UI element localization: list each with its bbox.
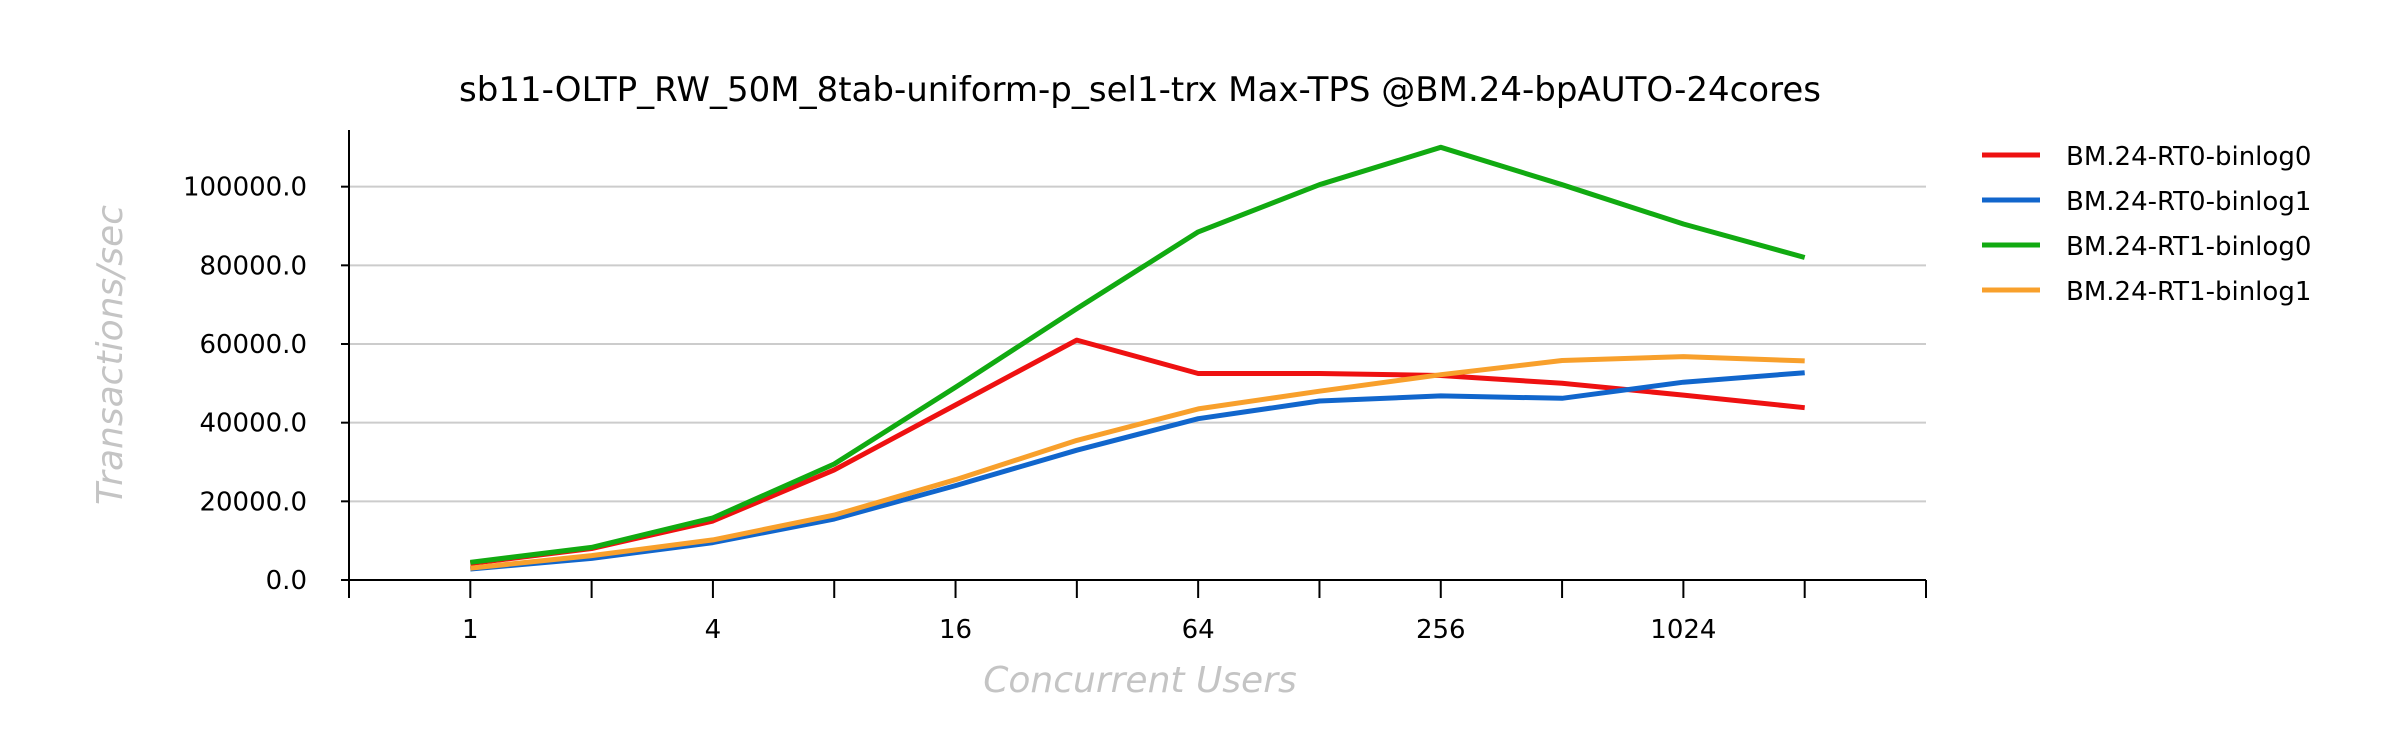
y-tick-label: 60000.0	[199, 330, 307, 360]
chart-title: sb11-OLTP_RW_50M_8tab-uniform-p_sel1-trx…	[459, 70, 1821, 110]
grid	[349, 185, 1926, 503]
y-tick-label: 40000.0	[199, 409, 307, 439]
x-ticks: 1 4 16 64 256 1024	[348, 580, 1927, 645]
legend-label: BM.24-RT1-binlog0	[2066, 232, 2311, 262]
x-axis-label: Concurrent Users	[983, 660, 1297, 701]
y-axis-label: Transactions/sec	[90, 205, 131, 505]
x-tick-label: 256	[1416, 615, 1466, 645]
series-line-BM.24-RT0-binlog1	[470, 370, 1805, 572]
series-line-BM.24-RT0-binlog0	[469, 337, 1805, 566]
y-tick-label: 0.0	[266, 566, 307, 596]
legend-label: BM.24-RT0-binlog0	[2066, 142, 2311, 172]
x-tick-label: 1024	[1650, 615, 1716, 645]
x-tick-label: 4	[705, 615, 722, 645]
axes	[348, 130, 1926, 581]
y-tick-label: 100000.0	[183, 173, 307, 203]
x-tick-label: 16	[939, 615, 972, 645]
x-tick-label: 1	[462, 615, 479, 645]
legend: BM.24-RT0-binlog0 BM.24-RT0-binlog1 BM.24-…	[1982, 142, 2311, 307]
legend-label: BM.24-RT0-binlog1	[2066, 187, 2311, 217]
y-tick-label: 20000.0	[199, 487, 307, 517]
legend-label: BM.24-RT1-binlog1	[2066, 277, 2311, 307]
series-line-BM.24-RT1-binlog0	[469, 144, 1806, 565]
y-ticks: 0.0 20000.0 40000.0 60000.0 80000.0 100000.0	[183, 173, 349, 596]
x-tick-label: 64	[1182, 615, 1215, 645]
series-line-BM.24-RT1-binlog1	[470, 354, 1805, 571]
y-tick-label: 80000.0	[199, 251, 307, 281]
series-lines	[469, 144, 1806, 572]
